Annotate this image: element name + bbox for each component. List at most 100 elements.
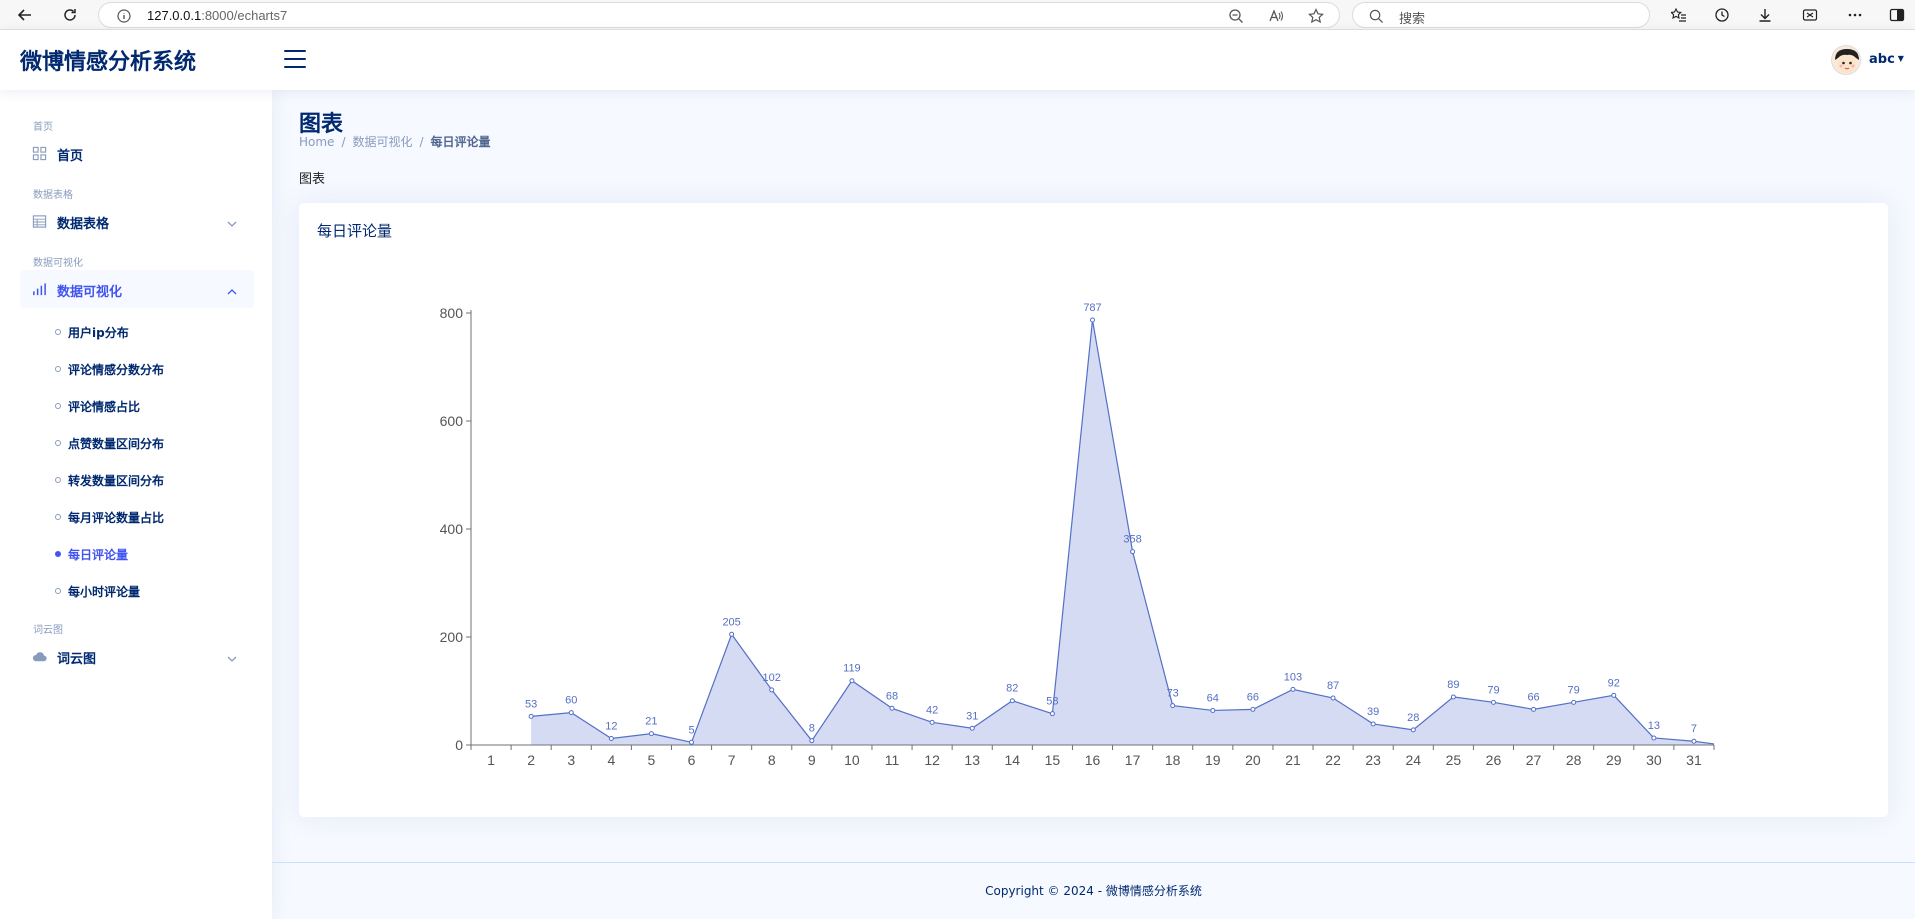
sidebar-subitem-daily-comments[interactable]: 每日评论量 <box>55 544 128 564</box>
sidebar-heading-wordcloud: 词云图 <box>33 625 63 636</box>
data-label: 73 <box>1167 688 1179 700</box>
data-point <box>1531 706 1537 712</box>
sidebar-subitem-likes-range[interactable]: 点赞数量区间分布 <box>55 433 164 453</box>
x-tick-label: 21 <box>1285 752 1301 768</box>
x-tick-label: 28 <box>1566 752 1582 768</box>
data-point <box>1450 694 1456 700</box>
sidebar-subitem-ip-distribution[interactable]: 用户ip分布 <box>55 322 129 342</box>
x-tick-label: 23 <box>1365 752 1381 768</box>
sidebar-subitem-sentiment-score[interactable]: 评论情感分数分布 <box>55 359 164 379</box>
data-point <box>608 736 614 742</box>
sidebar-heading-tables: 数据表格 <box>33 190 73 201</box>
browser-toolbar: 127.0.0.1:8000/echarts7 搜索 <box>0 0 1915 30</box>
sidebar-item-tables[interactable]: 数据表格 <box>20 202 254 240</box>
browser-search-placeholder: 搜索 <box>1399 12 1426 27</box>
copyright-brand: 微博情感分析系统 <box>1105 884 1202 898</box>
sidebar-toggle-icon[interactable] <box>1886 4 1908 26</box>
read-aloud-icon[interactable] <box>1267 7 1285 25</box>
address-bar[interactable]: 127.0.0.1:8000/echarts7 <box>98 2 1340 28</box>
x-tick-label: 1 <box>487 752 495 768</box>
data-label: 205 <box>722 616 740 628</box>
x-tick-label: 22 <box>1325 752 1341 768</box>
data-point <box>1651 735 1657 741</box>
sidebar-subitem-hourly-comments[interactable]: 每小时评论量 <box>55 581 140 601</box>
data-label: 82 <box>1006 683 1018 695</box>
refresh-icon[interactable] <box>59 4 81 26</box>
sidebar-subitem-label: 用户ip分布 <box>68 325 129 340</box>
x-tick-label: 17 <box>1125 752 1141 768</box>
data-label: 102 <box>763 672 781 684</box>
data-point <box>1250 706 1256 712</box>
sidebar-item-label: 词云图 <box>57 652 97 667</box>
sidebar-heading-visualization: 数据可视化 <box>33 258 83 269</box>
y-tick-label: 600 <box>440 413 464 429</box>
screenshot-icon[interactable] <box>1799 4 1821 26</box>
sidebar-subitem-reposts-range[interactable]: 转发数量区间分布 <box>55 470 164 490</box>
data-label: 79 <box>1487 684 1499 696</box>
breadcrumb: Home / 数据可视化 / 每日评论量 <box>299 133 491 150</box>
sidebar-item-label: 首页 <box>57 149 84 164</box>
x-tick-label: 5 <box>648 752 656 768</box>
app-header: 微博情感分析系统 abc ▼ <box>0 30 1915 90</box>
url-text[interactable]: 127.0.0.1:8000/echarts7 <box>147 8 287 23</box>
cloud-icon <box>32 649 48 665</box>
breadcrumb-visualization[interactable]: 数据可视化 <box>352 135 413 149</box>
user-avatar[interactable] <box>1831 45 1861 75</box>
more-menu-icon[interactable] <box>1844 4 1866 26</box>
data-point <box>1170 703 1176 709</box>
bullet-icon <box>55 514 61 520</box>
sidebar-item-label: 数据可视化 <box>57 285 123 300</box>
copyright-text: Copyright © 2024 - 微博情感分析系统 <box>272 882 1915 899</box>
x-tick-label: 4 <box>607 752 615 768</box>
y-tick-label: 0 <box>455 737 463 753</box>
data-point <box>1049 711 1055 717</box>
data-label: 79 <box>1568 684 1580 696</box>
data-point <box>648 731 654 737</box>
browser-search-bar[interactable]: 搜索 <box>1352 2 1650 28</box>
sidebar-subitem-label: 转发数量区间分布 <box>68 473 165 488</box>
hamburger-menu-icon[interactable] <box>284 50 306 70</box>
data-point <box>568 710 574 716</box>
sidebar-item-visualization[interactable]: 数据可视化 <box>20 270 254 308</box>
breadcrumb-current: 每日评论量 <box>430 135 491 149</box>
x-tick-label: 11 <box>885 752 900 768</box>
x-tick-label: 16 <box>1085 752 1101 768</box>
sidebar: 首页 首页 数据表格 数据表格 数据可视化 数据可视化 用户ip分布 评论情感分… <box>0 90 272 919</box>
data-point <box>849 678 855 684</box>
bar-chart-icon <box>32 282 48 298</box>
favorite-star-icon[interactable] <box>1307 7 1325 25</box>
x-tick-label: 18 <box>1165 752 1181 768</box>
series-area <box>531 320 1714 745</box>
data-label: 21 <box>645 716 657 728</box>
x-tick-label: 15 <box>1045 752 1061 768</box>
info-icon[interactable] <box>115 7 133 25</box>
url-path: :8000/echarts7 <box>201 8 288 23</box>
sidebar-item-wordcloud[interactable]: 词云图 <box>20 637 254 675</box>
app-logo[interactable]: 微博情感分析系统 <box>20 50 197 75</box>
x-tick-label: 6 <box>688 752 696 768</box>
data-label: 66 <box>1527 691 1539 703</box>
x-tick-label: 12 <box>924 752 940 768</box>
sidebar-item-home[interactable]: 首页 <box>20 134 254 172</box>
sidebar-subitem-label: 每小时评论量 <box>68 584 141 599</box>
data-label: 68 <box>886 690 898 702</box>
sidebar-subitem-monthly-ratio[interactable]: 每月评论数量占比 <box>55 507 164 527</box>
sidebar-subitem-sentiment-ratio[interactable]: 评论情感占比 <box>55 396 140 416</box>
x-tick-label: 26 <box>1486 752 1502 768</box>
user-menu-toggle[interactable]: abc ▼ <box>1869 52 1904 67</box>
data-label: 92 <box>1608 677 1620 689</box>
zoom-out-icon[interactable] <box>1227 7 1245 25</box>
data-label: 8 <box>809 723 815 735</box>
caret-down-icon: ▼ <box>1897 54 1904 63</box>
data-point <box>1490 699 1496 705</box>
data-point <box>1090 317 1095 323</box>
download-icon[interactable] <box>1754 4 1776 26</box>
back-icon[interactable] <box>14 4 36 26</box>
history-icon[interactable] <box>1711 4 1733 26</box>
favorites-list-icon[interactable] <box>1668 4 1690 26</box>
breadcrumb-home[interactable]: Home <box>299 135 335 149</box>
x-tick-label: 19 <box>1205 752 1221 768</box>
x-tick-label: 2 <box>527 752 535 768</box>
bullet-icon <box>55 551 61 557</box>
